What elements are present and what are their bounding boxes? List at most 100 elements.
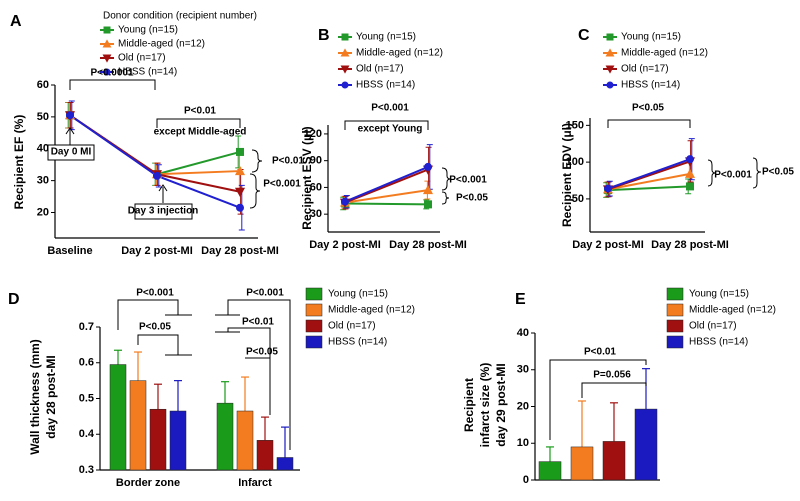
legend-label: HBSS (n=14) (689, 337, 748, 348)
legend-label: Old (n=17) (328, 321, 376, 332)
bar (256, 440, 274, 471)
bar (129, 380, 147, 471)
bracket (441, 167, 452, 191)
point (684, 168, 696, 178)
series-line (607, 158, 691, 190)
bracket (245, 357, 271, 410)
annotation: P<0.05 (246, 347, 278, 358)
y-tick-label: 60 (37, 79, 49, 91)
legend-label: HBSS (n=14) (328, 337, 387, 348)
series-line (607, 185, 691, 192)
bar (634, 408, 658, 481)
annotation: except Middle-aged (154, 127, 247, 138)
point (341, 197, 349, 206)
legend-label: Middle-aged (n=12) (621, 48, 708, 59)
point (234, 165, 246, 176)
legend-label: Young (n=15) (328, 289, 388, 300)
bar (109, 364, 127, 471)
annotation: Day 3 injection (128, 206, 199, 217)
legend-marker (605, 65, 615, 74)
y-axis-label: Wall thickness (mm) (28, 339, 42, 455)
y-tick-label: 10 (517, 437, 529, 449)
y-tick-label: 50 (37, 111, 49, 123)
y-tick-label: 30 (37, 175, 49, 187)
legend-label: Middle-aged (n=12) (689, 305, 776, 316)
annotation: P<0.05 (762, 167, 794, 178)
y-axis-label: infarct size (%) (478, 363, 492, 448)
y-axis-label: day 28 post-MI (44, 355, 58, 438)
bracket (249, 173, 261, 209)
annotation: P<0.001 (246, 288, 284, 299)
annotation: P<0.0001 (90, 68, 134, 79)
legend-marker (340, 65, 350, 74)
legend-label: Young (n=15) (118, 25, 178, 36)
point (424, 200, 432, 209)
point (66, 111, 74, 120)
annotation: P<0.01 (272, 156, 304, 167)
panel-label: C (578, 27, 590, 44)
legend-label: HBSS (n=14) (621, 80, 680, 91)
x-tick-label: Day 28 post-MI (201, 245, 279, 257)
point (236, 203, 244, 212)
annotation: P<0.05 (139, 322, 171, 333)
y-tick-label: 30 (517, 364, 529, 376)
bar (570, 446, 594, 481)
bracket (156, 118, 241, 128)
legend-label: HBSS (n=14) (118, 67, 177, 78)
annotation: P<0.05 (456, 193, 488, 204)
bar (216, 402, 234, 471)
bracket (707, 159, 717, 187)
legend-swatch (666, 335, 684, 349)
x-tick-label: Day 2 post-MI (121, 245, 193, 257)
point (153, 171, 161, 180)
point (424, 162, 432, 171)
y-tick-label: 40 (37, 143, 49, 155)
bracket (549, 359, 647, 440)
legend-label: Middle-aged (n=12) (118, 39, 205, 50)
legend-label: Old (n=17) (118, 53, 166, 64)
legend-label: Middle-aged (n=12) (356, 48, 443, 59)
y-tick-label: 20 (517, 400, 529, 412)
annotation: P<0.001 (263, 179, 301, 190)
bracket (215, 327, 271, 415)
series-line (344, 165, 429, 203)
panel-label: E (515, 291, 526, 308)
bar (602, 441, 626, 481)
series-line (344, 168, 429, 204)
legend-marker (606, 33, 614, 41)
bracket (752, 157, 762, 189)
bracket (344, 120, 429, 130)
legend-label: Young (n=15) (689, 289, 749, 300)
y-tick-label: 90 (310, 155, 322, 167)
legend-marker (341, 33, 349, 41)
y-tick-label: 40 (517, 327, 529, 339)
point (422, 184, 434, 195)
point (234, 187, 246, 198)
legend-label: Young (n=15) (621, 32, 681, 43)
legend-swatch (305, 287, 323, 301)
legend-swatch (666, 319, 684, 333)
bracket (65, 127, 75, 145)
annotation: P<0.05 (632, 103, 664, 114)
y-tick-label: 150 (566, 119, 584, 131)
x-tick-label: Day 2 post-MI (572, 239, 644, 251)
series-line (344, 202, 429, 206)
legend-marker (102, 39, 112, 48)
x-tick-label: Day 28 post-MI (651, 239, 729, 251)
bracket (215, 299, 291, 450)
legend-label: Middle-aged (n=12) (328, 305, 415, 316)
legend-marker (340, 48, 350, 57)
annotation: except Young (358, 124, 423, 135)
annotation: Day 0 MI (51, 147, 92, 158)
x-tick-label: Day 2 post-MI (309, 239, 381, 251)
y-tick-label: 30 (310, 208, 322, 220)
annotation-box (134, 203, 193, 220)
y-tick-label: 0.6 (79, 357, 94, 369)
bar (276, 457, 294, 471)
legend-label: Old (n=17) (621, 64, 669, 75)
y-axis-label: Recipient (462, 378, 476, 432)
legend-label: Old (n=17) (356, 64, 404, 75)
y-tick-label: 100 (566, 156, 584, 168)
legend-marker (341, 81, 349, 89)
